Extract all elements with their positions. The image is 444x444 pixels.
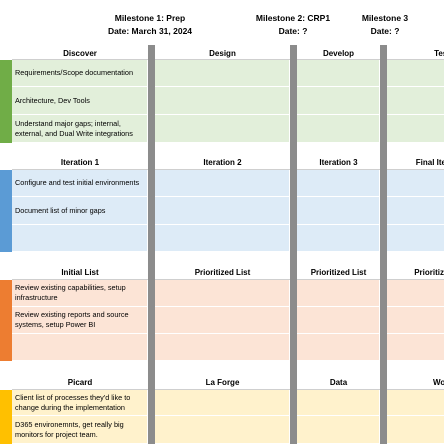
cell — [387, 307, 444, 334]
section-bar — [0, 390, 12, 444]
column-header: Iteration 1 — [12, 155, 148, 170]
cell: Review existing reports and source syste… — [12, 307, 148, 334]
milestone-date: Date: March 31, 2024 — [107, 26, 193, 36]
section-bar — [0, 280, 12, 361]
milestone-date: Date: ? — [370, 26, 400, 36]
cell — [12, 225, 148, 252]
column-header: Prioritized List — [297, 265, 380, 280]
column-separator — [380, 45, 387, 444]
cell — [12, 334, 148, 361]
section-bar — [0, 60, 12, 143]
cell — [155, 170, 290, 197]
cell — [297, 87, 380, 115]
cell: Configure and test initial environments — [12, 170, 148, 197]
cell — [387, 115, 444, 143]
cell — [155, 280, 290, 307]
milestone-title: Milestone 3 — [361, 13, 409, 23]
cell — [387, 334, 444, 361]
cell — [155, 115, 290, 143]
cell — [155, 307, 290, 334]
cell — [387, 390, 444, 416]
column-separator — [290, 45, 297, 444]
cell — [297, 307, 380, 334]
column-header: Iteration 2 — [155, 155, 290, 170]
column-header: Data — [297, 375, 380, 390]
cell — [297, 170, 380, 197]
column-header: Develop — [297, 47, 380, 60]
column-header: Picard — [12, 375, 148, 390]
column-separator — [148, 45, 155, 444]
cell — [297, 60, 380, 87]
cell — [387, 416, 444, 444]
column-header: Final Iteration — [387, 155, 444, 170]
column-header: Iteration 3 — [297, 155, 380, 170]
cell — [297, 225, 380, 252]
cell — [297, 416, 380, 444]
column-header: Design — [155, 47, 290, 60]
cell: Understand major gaps; internal, externa… — [12, 115, 148, 143]
column-header: Initial List — [12, 265, 148, 280]
cell: Document list of minor gaps — [12, 197, 148, 225]
cell — [387, 170, 444, 197]
cell — [155, 87, 290, 115]
column-header: Prioritized List — [155, 265, 290, 280]
cell: Client list of processes they'd like to … — [12, 390, 148, 416]
column-header: La Forge — [155, 375, 290, 390]
column-header: Worf — [387, 375, 444, 390]
cell — [297, 197, 380, 225]
cell — [297, 280, 380, 307]
cell — [297, 390, 380, 416]
cell — [297, 334, 380, 361]
cell — [387, 60, 444, 87]
cell — [387, 87, 444, 115]
cell — [155, 197, 290, 225]
cell — [297, 115, 380, 143]
cell: Requirements/Scope documentation — [12, 60, 148, 87]
cell — [155, 416, 290, 444]
column-header: Test — [387, 47, 444, 60]
cell: Review existing capabilities, setup infr… — [12, 280, 148, 307]
column-header: Prioritized List — [387, 265, 444, 280]
cell: D365 environemnts, get really big monito… — [12, 416, 148, 444]
cell — [387, 280, 444, 307]
section-bar — [0, 170, 12, 252]
cell — [155, 334, 290, 361]
cell — [155, 225, 290, 252]
milestone-title: Milestone 1: Prep — [114, 13, 186, 23]
cell — [155, 390, 290, 416]
column-header: Discover — [12, 47, 148, 60]
milestone-date: Date: ? — [278, 26, 308, 36]
cell — [387, 225, 444, 252]
cell: Architecture, Dev Tools — [12, 87, 148, 115]
cell — [155, 60, 290, 87]
milestone-title: Milestone 2: CRP1 — [255, 13, 331, 23]
cell — [387, 197, 444, 225]
